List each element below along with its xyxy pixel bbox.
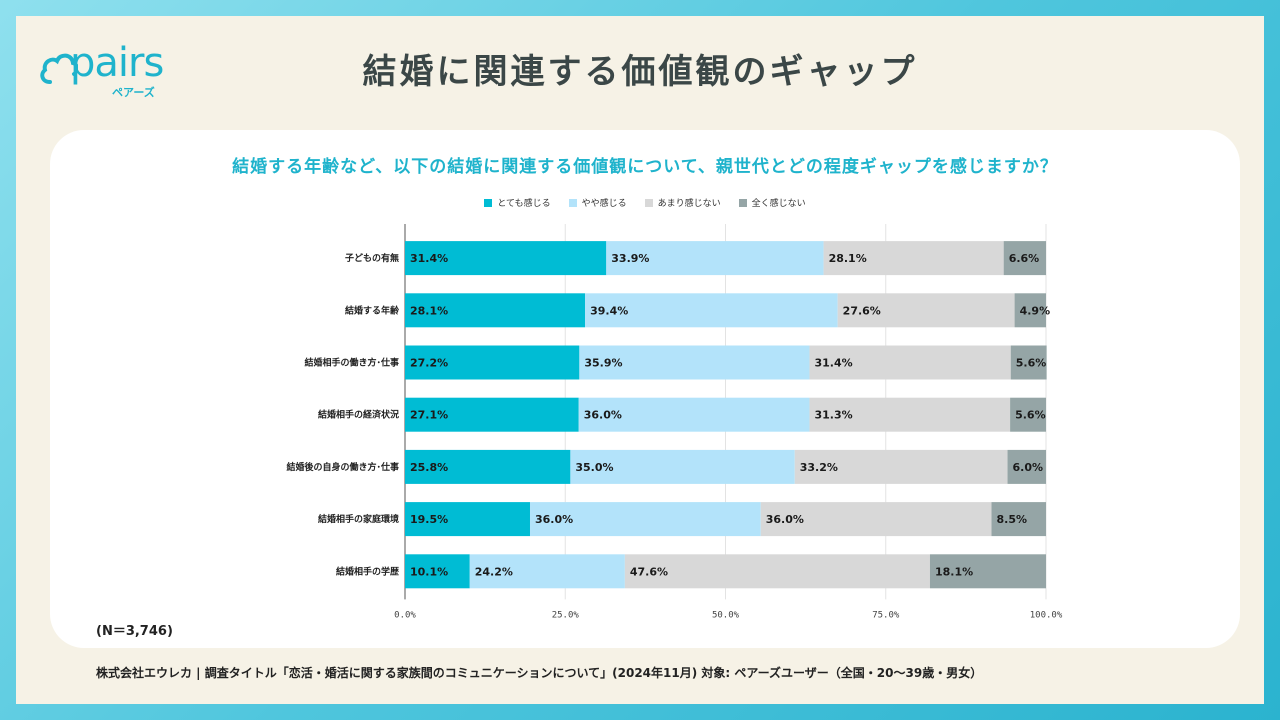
data-label: 28.1% [829,252,867,265]
stacked-bar-chart: 0.0% 25.0% 50.0% 75.0% 100.0% 子どもの有無 31.4% 33.9… [286,224,1063,620]
bar-segment [1003,241,1046,276]
bar-segment [578,397,810,432]
x-tick-label: 25.0% [552,610,580,620]
bar-segment [1007,449,1046,484]
bar-segment [1010,345,1047,380]
bar-segment [624,554,930,589]
sample-size-note: (N＝3,746) [96,624,173,639]
category-label: 結婚相手の家庭環境 [318,513,399,525]
legend-item-1: やや感じる [568,196,627,209]
legend-label: 全く感じない [751,199,806,209]
slide-frame: pairs ペアーズ 結婚に関連する価値観のギャップ 結婚する年齢など、以下の結… [16,16,1264,704]
page-title: 結婚に関連する価値観のギャップ [362,52,918,92]
bar-segment [794,449,1008,484]
data-label: 36.0% [766,513,804,526]
x-tick-label: 100.0% [1030,610,1063,620]
bar-segment [606,241,824,276]
bar-segment [1010,397,1046,432]
data-label: 33.2% [800,461,838,474]
data-label: 4.9% [1020,304,1051,317]
x-tick-label: 0.0% [394,610,416,620]
bar-segment [570,449,795,484]
bar-segment [579,345,810,380]
bar-segment [1014,293,1046,328]
data-label: 5.6% [1015,409,1046,422]
category-label: 結婚相手の働き方･仕事 [304,357,399,369]
category-label: 子どもの有無 [345,252,399,264]
bar-segment [405,502,530,537]
legend-item-0: とても感じる [484,196,551,209]
legend-label: あまり感じない [657,199,721,209]
survey-question: 結婚する年齢など、以下の結婚に関連する価値観について、親世代とどの程度ギャップを… [232,157,1058,177]
legend-item-3: 全く感じない [738,196,806,209]
legend-label: とても感じる [497,199,551,209]
data-label: 10.1% [410,565,448,578]
legend-item-2: あまり感じない [644,196,721,209]
chart-legend: とても感じる やや感じる あまり感じない 全く感じない [50,196,1240,210]
bar-segment [405,241,607,276]
data-label: 27.1% [410,409,448,422]
pairs-logo: pairs ペアーズ [38,38,188,110]
data-label: 5.6% [1016,357,1047,370]
data-label: 24.2% [475,565,513,578]
x-tick-label: 50.0% [712,610,740,620]
data-label: 35.0% [575,461,613,474]
data-label: 31.3% [814,409,852,422]
bar-segment [469,554,625,589]
legend-label: やや感じる [581,199,627,209]
data-label: 31.4% [814,357,852,370]
bar-segment [760,502,992,537]
category-label: 結婚後の自身の働き方･仕事 [286,461,399,473]
bar-segment [405,397,579,432]
cloud-logo-icon [40,53,78,84]
x-tick-label: 75.0% [872,610,900,620]
data-label: 27.6% [843,304,881,317]
data-label: 25.8% [410,461,448,474]
data-label: 19.5% [410,513,448,526]
data-label: 31.4% [410,252,448,265]
bar-segment [809,345,1011,380]
logo-word: pairs [70,40,164,86]
data-label: 36.0% [584,409,622,422]
data-label: 47.6% [630,565,668,578]
data-label: 6.6% [1009,252,1040,265]
category-label: 結婚相手の学歴 [336,565,399,577]
data-label: 39.4% [590,304,628,317]
bar-segment [405,449,571,484]
legend-swatch [644,198,653,207]
logo-sub: ペアーズ [112,86,155,99]
bar-segment [585,293,838,328]
bar-segment [929,554,1046,589]
category-label: 結婚する年齢 [345,304,400,316]
bar-segment [405,345,580,380]
data-label: 33.9% [611,252,649,265]
data-label: 27.2% [410,357,448,370]
data-label: 8.5% [997,513,1028,526]
chart-card: 結婚する年齢など、以下の結婚に関連する価値観について、親世代とどの程度ギャップを… [50,130,1240,648]
data-label: 36.0% [535,513,573,526]
legend-swatch [568,198,577,207]
data-label: 6.0% [1013,461,1044,474]
bar-segment [405,554,470,589]
footer-source: 株式会社エウレカ | 調査タイトル「恋活・婚活に関する家族間のコミュニケーション… [96,666,983,680]
legend-swatch [484,198,493,207]
bar-segment [823,241,1004,276]
category-label: 結婚相手の経済状況 [318,409,399,421]
data-label: 35.9% [584,357,622,370]
bar-segment [991,502,1046,537]
data-label: 28.1% [410,304,448,317]
legend-swatch [738,198,747,207]
bar-segment [405,293,586,328]
bar-segment [529,502,761,537]
bar-segment [809,397,1011,432]
bar-segment [837,293,1015,328]
data-label: 18.1% [935,565,973,578]
